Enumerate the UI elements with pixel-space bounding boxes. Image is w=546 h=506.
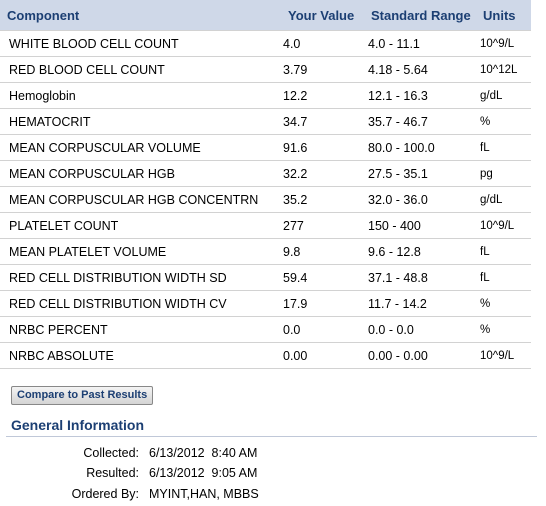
range-cell: 80.0 - 100.0 bbox=[364, 134, 476, 161]
value-cell: 9.8 bbox=[281, 238, 364, 265]
units-cell: g/dL bbox=[476, 82, 531, 109]
units-cell: % bbox=[476, 316, 531, 343]
table-row: NRBC PERCENT 0.0 0.0 - 0.0% bbox=[0, 316, 531, 343]
value-cell: 59.4 bbox=[281, 264, 364, 291]
component-cell: Hemoglobin bbox=[0, 82, 281, 109]
range-cell: 32.0 - 36.0 bbox=[364, 186, 476, 213]
component-cell: NRBC ABSOLUTE bbox=[0, 342, 281, 369]
value-cell: 0.0 bbox=[281, 316, 364, 343]
component-cell: MEAN CORPUSCULAR HGB CONCENTRN bbox=[0, 186, 281, 213]
value-cell: 4.0 bbox=[281, 30, 364, 57]
header-units: Units bbox=[476, 0, 531, 31]
units-cell: fL bbox=[476, 134, 531, 161]
value-cell: 12.2 bbox=[281, 82, 364, 109]
range-cell: 12.1 - 16.3 bbox=[364, 82, 476, 109]
units-cell: 10^9/L bbox=[476, 212, 531, 239]
section-divider bbox=[6, 436, 537, 437]
table-row: MEAN CORPUSCULAR VOLUME 91.6 80.0 - 100.0 f… bbox=[0, 134, 531, 161]
component-cell: NRBC PERCENT bbox=[0, 316, 281, 343]
component-cell: RED CELL DISTRIBUTION WIDTH SD bbox=[0, 264, 281, 291]
value-cell: 91.6 bbox=[281, 134, 364, 161]
ordered-by-value: MYINT,HAN, MBBS bbox=[149, 487, 259, 501]
range-cell: 0.00 - 0.00 bbox=[364, 342, 476, 369]
component-cell: RED CELL DISTRIBUTION WIDTH CV bbox=[0, 290, 281, 317]
table-row: RED CELL DISTRIBUTION WIDTH CV 17.9 11.7 -… bbox=[0, 290, 531, 317]
collected-value: 6/13/2012 8:40 AM bbox=[149, 446, 258, 460]
table-row: MEAN CORPUSCULAR HGB CONCENTRN 35.2 32.0 -… bbox=[0, 186, 531, 213]
range-cell: 0.0 - 0.0 bbox=[364, 316, 476, 343]
table-row: WHITE BLOOD CELL COUNT 4.0 4.0 - 11.1 10^9/… bbox=[0, 30, 531, 57]
units-cell: 10^12L bbox=[476, 56, 531, 83]
header-standard-range: Standard Range bbox=[364, 0, 476, 31]
resulted-value: 6/13/2012 9:05 AM bbox=[149, 466, 258, 480]
range-cell: 150 - 400 bbox=[364, 212, 476, 239]
resulted-label: Resulted: bbox=[86, 466, 139, 480]
range-cell: 27.5 - 35.1 bbox=[364, 160, 476, 187]
ordered-by-row: Ordered By: MYINT,HAN, MBBS bbox=[0, 487, 546, 505]
units-cell: fL bbox=[476, 238, 531, 265]
general-information-heading: General Information bbox=[11, 417, 145, 433]
range-cell: 11.7 - 14.2 bbox=[364, 290, 476, 317]
value-cell: 17.9 bbox=[281, 290, 364, 317]
units-cell: % bbox=[476, 290, 531, 317]
table-row: RED BLOOD CELL COUNT 3.79 4.18 - 5.64 10^12… bbox=[0, 56, 531, 83]
value-cell: 32.2 bbox=[281, 160, 364, 187]
table-row: Hemoglobin 12.2 12.1 - 16.3 g/dL bbox=[0, 82, 531, 109]
value-cell: 277 bbox=[281, 212, 364, 239]
table-row: HEMATOCRIT 34.7 35.7 - 46.7% bbox=[0, 108, 531, 135]
range-cell: 37.1 - 48.8 bbox=[364, 264, 476, 291]
table-header-row: Component Your Value Standard Range Unit… bbox=[0, 0, 531, 31]
value-cell: 35.2 bbox=[281, 186, 364, 213]
value-cell: 34.7 bbox=[281, 108, 364, 135]
range-cell: 35.7 - 46.7 bbox=[364, 108, 476, 135]
component-cell: MEAN PLATELET VOLUME bbox=[0, 238, 281, 265]
table-row: MEAN PLATELET VOLUME 9.8 9.6 - 12.8 fL bbox=[0, 238, 531, 265]
collected-label: Collected: bbox=[83, 446, 139, 460]
resulted-row: Resulted: 6/13/2012 9:05 AM bbox=[0, 466, 546, 484]
value-cell: 0.00 bbox=[281, 342, 364, 369]
units-cell: % bbox=[476, 108, 531, 135]
value-cell: 3.79 bbox=[281, 56, 364, 83]
table-row: PLATELET COUNT 277 150 - 400 10^9/L bbox=[0, 212, 531, 239]
range-cell: 4.0 - 11.1 bbox=[364, 30, 476, 57]
component-cell: PLATELET COUNT bbox=[0, 212, 281, 239]
component-cell: HEMATOCRIT bbox=[0, 108, 281, 135]
lab-results-table: Component Your Value Standard Range Unit… bbox=[0, 0, 531, 369]
table-row: NRBC ABSOLUTE 0.00 0.00 - 0.00 10^9/L bbox=[0, 342, 531, 369]
range-cell: 4.18 - 5.64 bbox=[364, 56, 476, 83]
table-row: MEAN CORPUSCULAR HGB 32.2 27.5 - 35.1 pg bbox=[0, 160, 531, 187]
collected-row: Collected: 6/13/2012 8:40 AM bbox=[0, 446, 546, 464]
range-cell: 9.6 - 12.8 bbox=[364, 238, 476, 265]
ordered-by-label: Ordered By: bbox=[71, 487, 139, 501]
header-component: Component bbox=[0, 0, 281, 31]
header-your-value: Your Value bbox=[281, 0, 364, 31]
component-cell: MEAN CORPUSCULAR VOLUME bbox=[0, 134, 281, 161]
units-cell: 10^9/L bbox=[476, 30, 531, 57]
table-row: RED CELL DISTRIBUTION WIDTH SD 59.4 37.1 -… bbox=[0, 264, 531, 291]
component-cell: RED BLOOD CELL COUNT bbox=[0, 56, 281, 83]
units-cell: pg bbox=[476, 160, 531, 187]
units-cell: g/dL bbox=[476, 186, 531, 213]
compare-to-past-results-button[interactable]: Compare to Past Results bbox=[11, 386, 154, 405]
component-cell: MEAN CORPUSCULAR HGB bbox=[0, 160, 281, 187]
component-cell: WHITE BLOOD CELL COUNT bbox=[0, 30, 281, 57]
units-cell: 10^9/L bbox=[476, 342, 531, 369]
units-cell: fL bbox=[476, 264, 531, 291]
